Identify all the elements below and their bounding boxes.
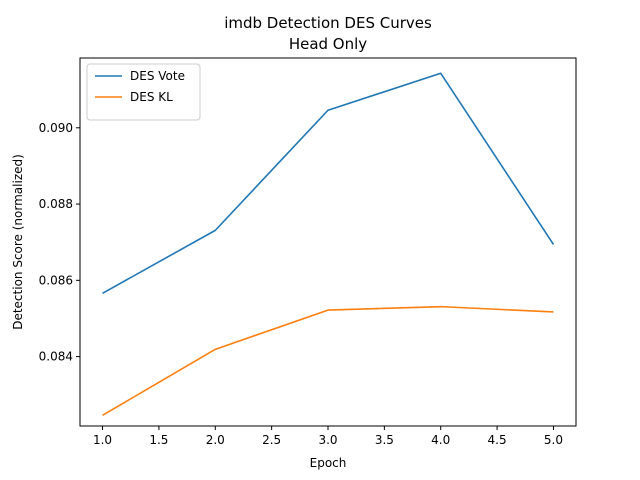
series-line-des-vote [102, 72, 555, 294]
x-tick-label: 3.0 [318, 433, 337, 447]
legend-label: DES Vote [130, 69, 185, 83]
x-tick-label: 5.0 [544, 433, 563, 447]
y-axis-ticks: 0.084 0.086 0.088 0.090 [39, 121, 80, 364]
chart-title-line-2: Head Only [289, 35, 367, 53]
x-tick-label: 3.5 [375, 433, 394, 447]
legend-box [86, 63, 201, 121]
x-tick-label: 1.5 [149, 433, 168, 447]
y-tick-label: 0.088 [39, 197, 73, 211]
x-tick-label: 4.5 [488, 433, 507, 447]
series-line-des-kl [102, 305, 554, 417]
x-tick-label: 2.0 [206, 433, 225, 447]
x-axis-label: Epoch [310, 456, 347, 470]
chart-title-line-1: imdb Detection DES Curves [224, 14, 432, 32]
y-axis-label: Detection Score (normalized) [11, 154, 25, 330]
y-tick-label: 0.084 [39, 350, 73, 364]
y-tick-label: 0.086 [39, 273, 73, 287]
series-layer [102, 72, 555, 417]
x-tick-label: 2.5 [262, 433, 281, 447]
x-axis-ticks: 1.0 1.5 2.0 2.5 3.0 3.5 4.0 4.5 5.0 [93, 426, 563, 447]
x-tick-label: 4.0 [431, 433, 450, 447]
legend: DES Vote DES KL [86, 63, 201, 121]
x-tick-label: 1.0 [93, 433, 112, 447]
y-tick-label: 0.090 [39, 121, 73, 135]
legend-label: DES KL [130, 90, 173, 104]
plot-area: 1.0 1.5 2.0 2.5 3.0 3.5 4.0 4.5 5.0 0.0840.0860.… [39, 57, 577, 447]
